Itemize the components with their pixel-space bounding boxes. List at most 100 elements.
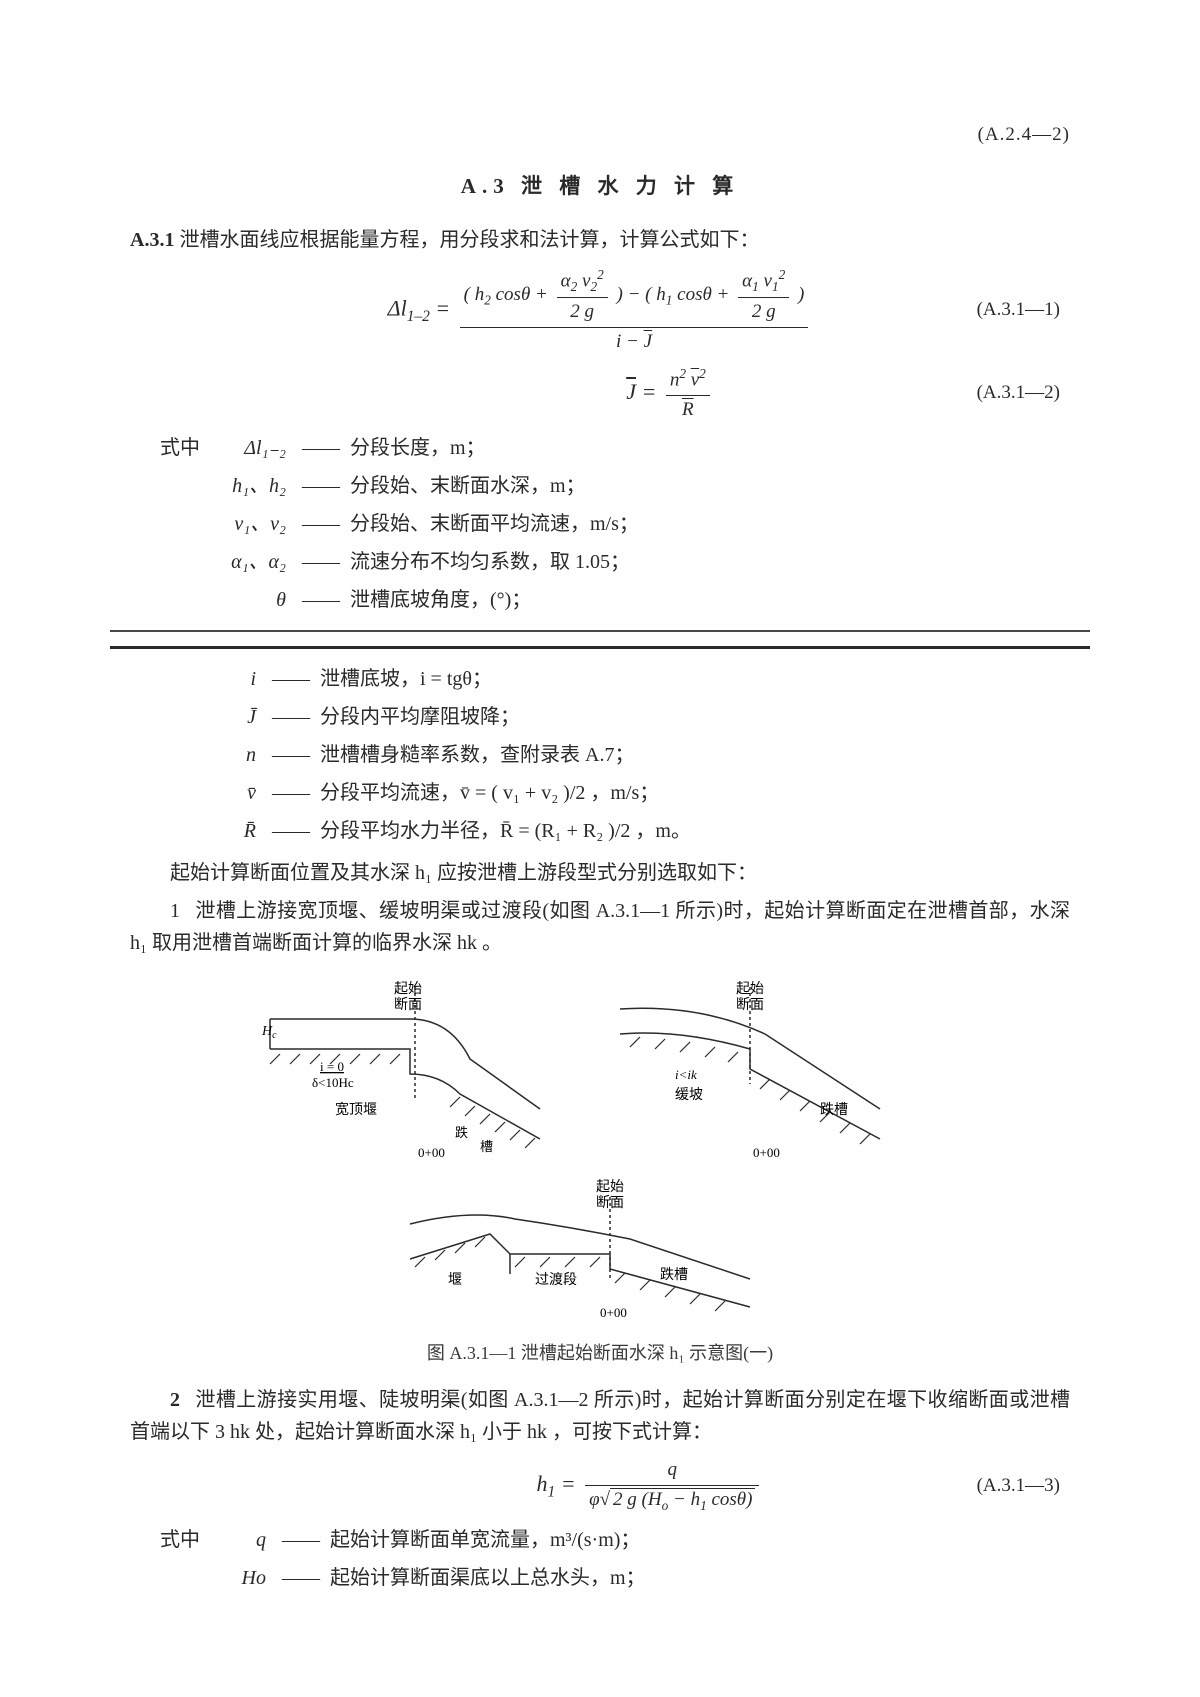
def-separator: —— <box>270 1562 330 1594</box>
fig-label-zero: 0+00 <box>418 1145 445 1160</box>
def-text: 泄槽底坡，i = tgθ； <box>320 663 1070 695</box>
formula-content: J = n2 v2 R <box>626 365 714 423</box>
def-symbol: α₁、α₂ <box>220 546 290 578</box>
fig-label-duanmian3: 断面 <box>596 1195 624 1211</box>
formula-ref: (A.3.1—1) <box>977 295 1060 325</box>
fig-label-zero2: 0+00 <box>753 1145 780 1160</box>
item-number: 1 <box>170 900 180 922</box>
def-text: 分段平均水力半径，R̄ = (R₁ + R₂ )/2 ，m。 <box>320 815 1070 847</box>
def-symbol: Δl₁₋₂ <box>220 432 290 464</box>
def-symbol: q <box>220 1524 270 1556</box>
def-text: 分段始、末断面水深，m； <box>350 470 1070 502</box>
definition-list-2: i —— 泄槽底坡，i = tgθ； J̄ —— 分段内平均摩阻坡降； n ——… <box>220 663 1070 847</box>
fig-label-hc: Hc <box>261 1024 277 1041</box>
def-separator: —— <box>290 546 350 578</box>
fig-label-zero3: 0+00 <box>600 1305 627 1319</box>
def-text: 泄槽槽身糙率系数，查附录表 A.7； <box>320 739 1070 771</box>
def-separator: —— <box>290 584 350 616</box>
definition-list-3: 式中 q —— 起始计算断面单宽流量，m³/(s·m)； Ho —— 起始计算断… <box>160 1524 1070 1594</box>
heading-number: A.3.1 <box>130 229 174 251</box>
def-row: J̄ —— 分段内平均摩阻坡降； <box>220 701 1070 733</box>
def-separator: —— <box>260 663 320 695</box>
diagram-svg: 起始 断面 Hc i = 0 δ<10Hc 宽顶堰 跌 槽 0+00 起始 断面… <box>260 979 940 1319</box>
section-title: A.3 泄 槽 水 力 计 算 <box>130 170 1070 204</box>
formula-a311: Δl1–2 = ( h2 cosθ + α2 v222 g ) − ( h1 c… <box>130 266 1070 355</box>
page-divider <box>110 630 1090 632</box>
figure-a311: 起始 断面 Hc i = 0 δ<10Hc 宽顶堰 跌 槽 0+00 起始 断面… <box>260 979 940 1319</box>
def-text: 分段内平均摩阻坡降； <box>320 701 1070 733</box>
def-symbol: R̄ <box>220 815 260 847</box>
fig-label-yan: 堰 <box>448 1272 462 1288</box>
def-text: 分段长度，m； <box>350 432 1070 464</box>
def-symbol: h₁、h₂ <box>220 470 290 502</box>
def-text: 起始计算断面单宽流量，m³/(s·m)； <box>330 1524 1070 1556</box>
fig-label-dianshu4: 跌槽 <box>660 1267 688 1283</box>
def-symbol: i <box>220 663 260 695</box>
def-text: 分段始、末断面平均流速，m/s； <box>350 508 1070 540</box>
formula-content: Δl1–2 = ( h2 cosθ + α2 v222 g ) − ( h1 c… <box>388 266 813 355</box>
eq-ref-a242: (A.2.4—2) <box>130 120 1070 150</box>
defs-label: 式中 <box>160 1524 220 1556</box>
fig-label-qishi2: 起始 <box>736 981 764 997</box>
def-text: 流速分布不均匀系数，取 1.05； <box>350 546 1070 578</box>
def-row: h₁、h₂ —— 分段始、末断面水深，m； <box>160 470 1070 502</box>
def-symbol: Ho <box>220 1562 270 1594</box>
def-text: 起始计算断面渠底以上总水头，m； <box>330 1562 1070 1594</box>
para-start-select: 起始计算断面位置及其水深 h₁ 应按泄槽上游段型式分别选取如下： <box>130 857 1070 889</box>
fig-label-duanmian2: 断面 <box>736 997 764 1013</box>
def-row: i —— 泄槽底坡，i = tgθ； <box>220 663 1070 695</box>
def-row: α₁、α₂ —— 流速分布不均匀系数，取 1.05； <box>160 546 1070 578</box>
defs-label: 式中 <box>160 432 220 464</box>
def-symbol: J̄ <box>220 701 260 733</box>
formula-content: h1 = q φ√2 g (Ho − h1 cosθ) <box>537 1458 764 1514</box>
def-symbol: n <box>220 739 260 771</box>
formula-a313: h1 = q φ√2 g (Ho − h1 cosθ) (A.3.1—3) <box>230 1458 1070 1514</box>
fig-label-qishi3: 起始 <box>596 1179 624 1195</box>
item-number: 2 <box>170 1389 180 1411</box>
fig-label-huanpo: 缓坡 <box>675 1087 703 1103</box>
fig-label-dianshu3: 跌槽 <box>820 1102 848 1118</box>
fig-label-dianshu2: 槽 <box>480 1139 493 1154</box>
def-separator: —— <box>290 432 350 464</box>
item-text: 泄槽上游接宽顶堰、缓坡明渠或过渡段(如图 A.3.1—1 所示)时，起始计算断面… <box>130 900 1070 954</box>
para-a31: A.3.1 泄槽水面线应根据能量方程，用分段求和法计算，计算公式如下： <box>130 224 1070 256</box>
page-divider <box>110 646 1090 649</box>
formula-ref: (A.3.1—3) <box>977 1471 1060 1501</box>
def-symbol: v̄ <box>220 777 260 809</box>
def-text: 分段平均流速，v̄ = ( v₁ + v₂ )/2 ，m/s； <box>320 777 1070 809</box>
fig-label-qishi: 起始 <box>394 981 422 997</box>
figure-caption: 图 A.3.1—1 泄槽起始断面水深 h₁ 示意图(一) <box>130 1339 1070 1368</box>
fig-label-dianshu: 跌 <box>455 1125 468 1140</box>
def-separator: —— <box>290 508 350 540</box>
def-row: 式中 Δl₁₋₂ —— 分段长度，m； <box>160 432 1070 464</box>
def-row: v₁、v₂ —— 分段始、末断面平均流速，m/s； <box>160 508 1070 540</box>
para-text: 泄槽水面线应根据能量方程，用分段求和法计算，计算公式如下： <box>179 229 759 251</box>
def-row: R̄ —— 分段平均水力半径，R̄ = (R₁ + R₂ )/2 ，m。 <box>220 815 1070 847</box>
fig-label-i0: i = 0 <box>320 1059 344 1074</box>
def-row: v̄ —— 分段平均流速，v̄ = ( v₁ + v₂ )/2 ，m/s； <box>220 777 1070 809</box>
def-separator: —— <box>290 470 350 502</box>
formula-a312: J = n2 v2 R (A.3.1—2) <box>270 365 1070 423</box>
fig-label-kuanding: 宽顶堰 <box>335 1101 377 1118</box>
def-separator: —— <box>260 777 320 809</box>
def-separator: —— <box>260 739 320 771</box>
def-text: 泄槽底坡角度，(°)； <box>350 584 1070 616</box>
def-row: Ho —— 起始计算断面渠底以上总水头，m； <box>160 1562 1070 1594</box>
item-text: 泄槽上游接实用堰、陡坡明渠(如图 A.3.1—2 所示)时，起始计算断面分别定在… <box>130 1389 1070 1443</box>
fig-label-duanmian: 断面 <box>394 997 422 1013</box>
def-symbol: θ <box>220 584 290 616</box>
def-row: n —— 泄槽槽身糙率系数，查附录表 A.7； <box>220 739 1070 771</box>
def-symbol: v₁、v₂ <box>220 508 290 540</box>
def-separator: —— <box>270 1524 330 1556</box>
formula-ref: (A.3.1—2) <box>977 378 1060 408</box>
item-1: 1 泄槽上游接宽顶堰、缓坡明渠或过渡段(如图 A.3.1—1 所示)时，起始计算… <box>130 895 1070 959</box>
def-separator: —— <box>260 815 320 847</box>
def-row: θ —— 泄槽底坡角度，(°)； <box>160 584 1070 616</box>
def-row: 式中 q —— 起始计算断面单宽流量，m³/(s·m)； <box>160 1524 1070 1556</box>
item-2: 2 泄槽上游接实用堰、陡坡明渠(如图 A.3.1—2 所示)时，起始计算断面分别… <box>130 1384 1070 1448</box>
fig-label-guodu: 过渡段 <box>535 1272 577 1288</box>
def-separator: —— <box>260 701 320 733</box>
definition-list-1: 式中 Δl₁₋₂ —— 分段长度，m； h₁、h₂ —— 分段始、末断面水深，m… <box>160 432 1070 616</box>
fig-label-iik: i<ik <box>675 1067 697 1082</box>
fig-label-delta: δ<10Hc <box>312 1075 354 1090</box>
